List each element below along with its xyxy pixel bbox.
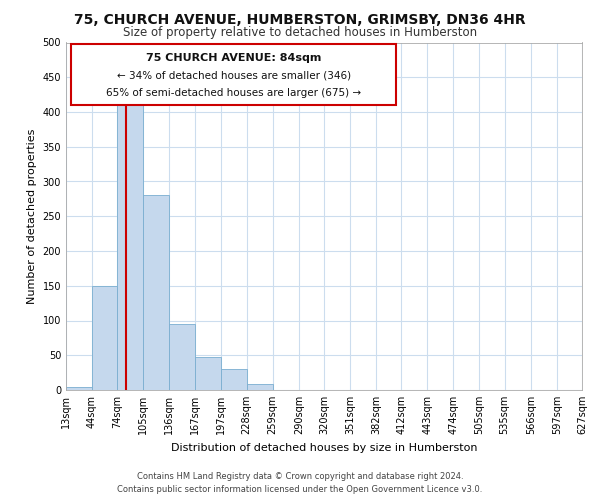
Text: 75, CHURCH AVENUE, HUMBERSTON, GRIMSBY, DN36 4HR: 75, CHURCH AVENUE, HUMBERSTON, GRIMSBY, … — [74, 12, 526, 26]
Text: 65% of semi-detached houses are larger (675) →: 65% of semi-detached houses are larger (… — [106, 88, 361, 98]
Bar — [169, 324, 196, 390]
Bar — [66, 386, 92, 390]
Y-axis label: Number of detached properties: Number of detached properties — [27, 128, 37, 304]
Bar — [143, 196, 169, 390]
Bar — [117, 98, 143, 390]
Text: Size of property relative to detached houses in Humberston: Size of property relative to detached ho… — [123, 26, 477, 39]
Bar — [247, 384, 273, 390]
Bar — [92, 286, 117, 390]
X-axis label: Distribution of detached houses by size in Humberston: Distribution of detached houses by size … — [171, 442, 477, 452]
Text: ← 34% of detached houses are smaller (346): ← 34% of detached houses are smaller (34… — [116, 70, 351, 81]
FancyBboxPatch shape — [71, 44, 396, 105]
Bar — [196, 356, 221, 390]
Bar — [221, 369, 247, 390]
Text: Contains HM Land Registry data © Crown copyright and database right 2024.
Contai: Contains HM Land Registry data © Crown c… — [118, 472, 482, 494]
Text: 75 CHURCH AVENUE: 84sqm: 75 CHURCH AVENUE: 84sqm — [146, 53, 322, 63]
